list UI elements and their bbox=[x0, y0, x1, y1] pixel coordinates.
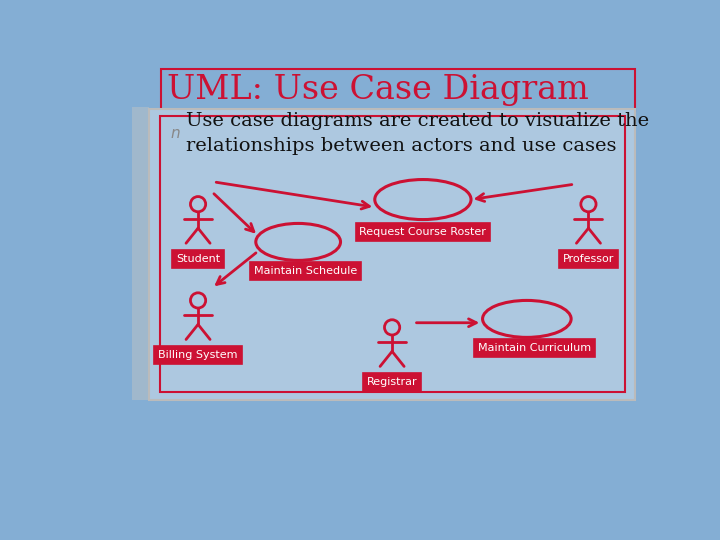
Text: Professor: Professor bbox=[563, 254, 614, 264]
FancyBboxPatch shape bbox=[132, 107, 149, 400]
Text: Use case diagrams are created to visualize the
relationships between actors and : Use case diagrams are created to visuali… bbox=[186, 112, 649, 155]
Text: Student: Student bbox=[176, 254, 220, 264]
FancyBboxPatch shape bbox=[161, 69, 634, 111]
Text: Billing System: Billing System bbox=[158, 350, 238, 360]
Text: Maintain Curriculum: Maintain Curriculum bbox=[478, 343, 591, 353]
Text: Maintain Schedule: Maintain Schedule bbox=[254, 266, 358, 276]
Text: n: n bbox=[171, 126, 180, 141]
Text: Request Course Roster: Request Course Roster bbox=[359, 227, 486, 237]
Text: UML: Use Case Diagram: UML: Use Case Diagram bbox=[167, 74, 589, 106]
FancyBboxPatch shape bbox=[149, 109, 636, 400]
Text: Registrar: Registrar bbox=[366, 377, 418, 387]
